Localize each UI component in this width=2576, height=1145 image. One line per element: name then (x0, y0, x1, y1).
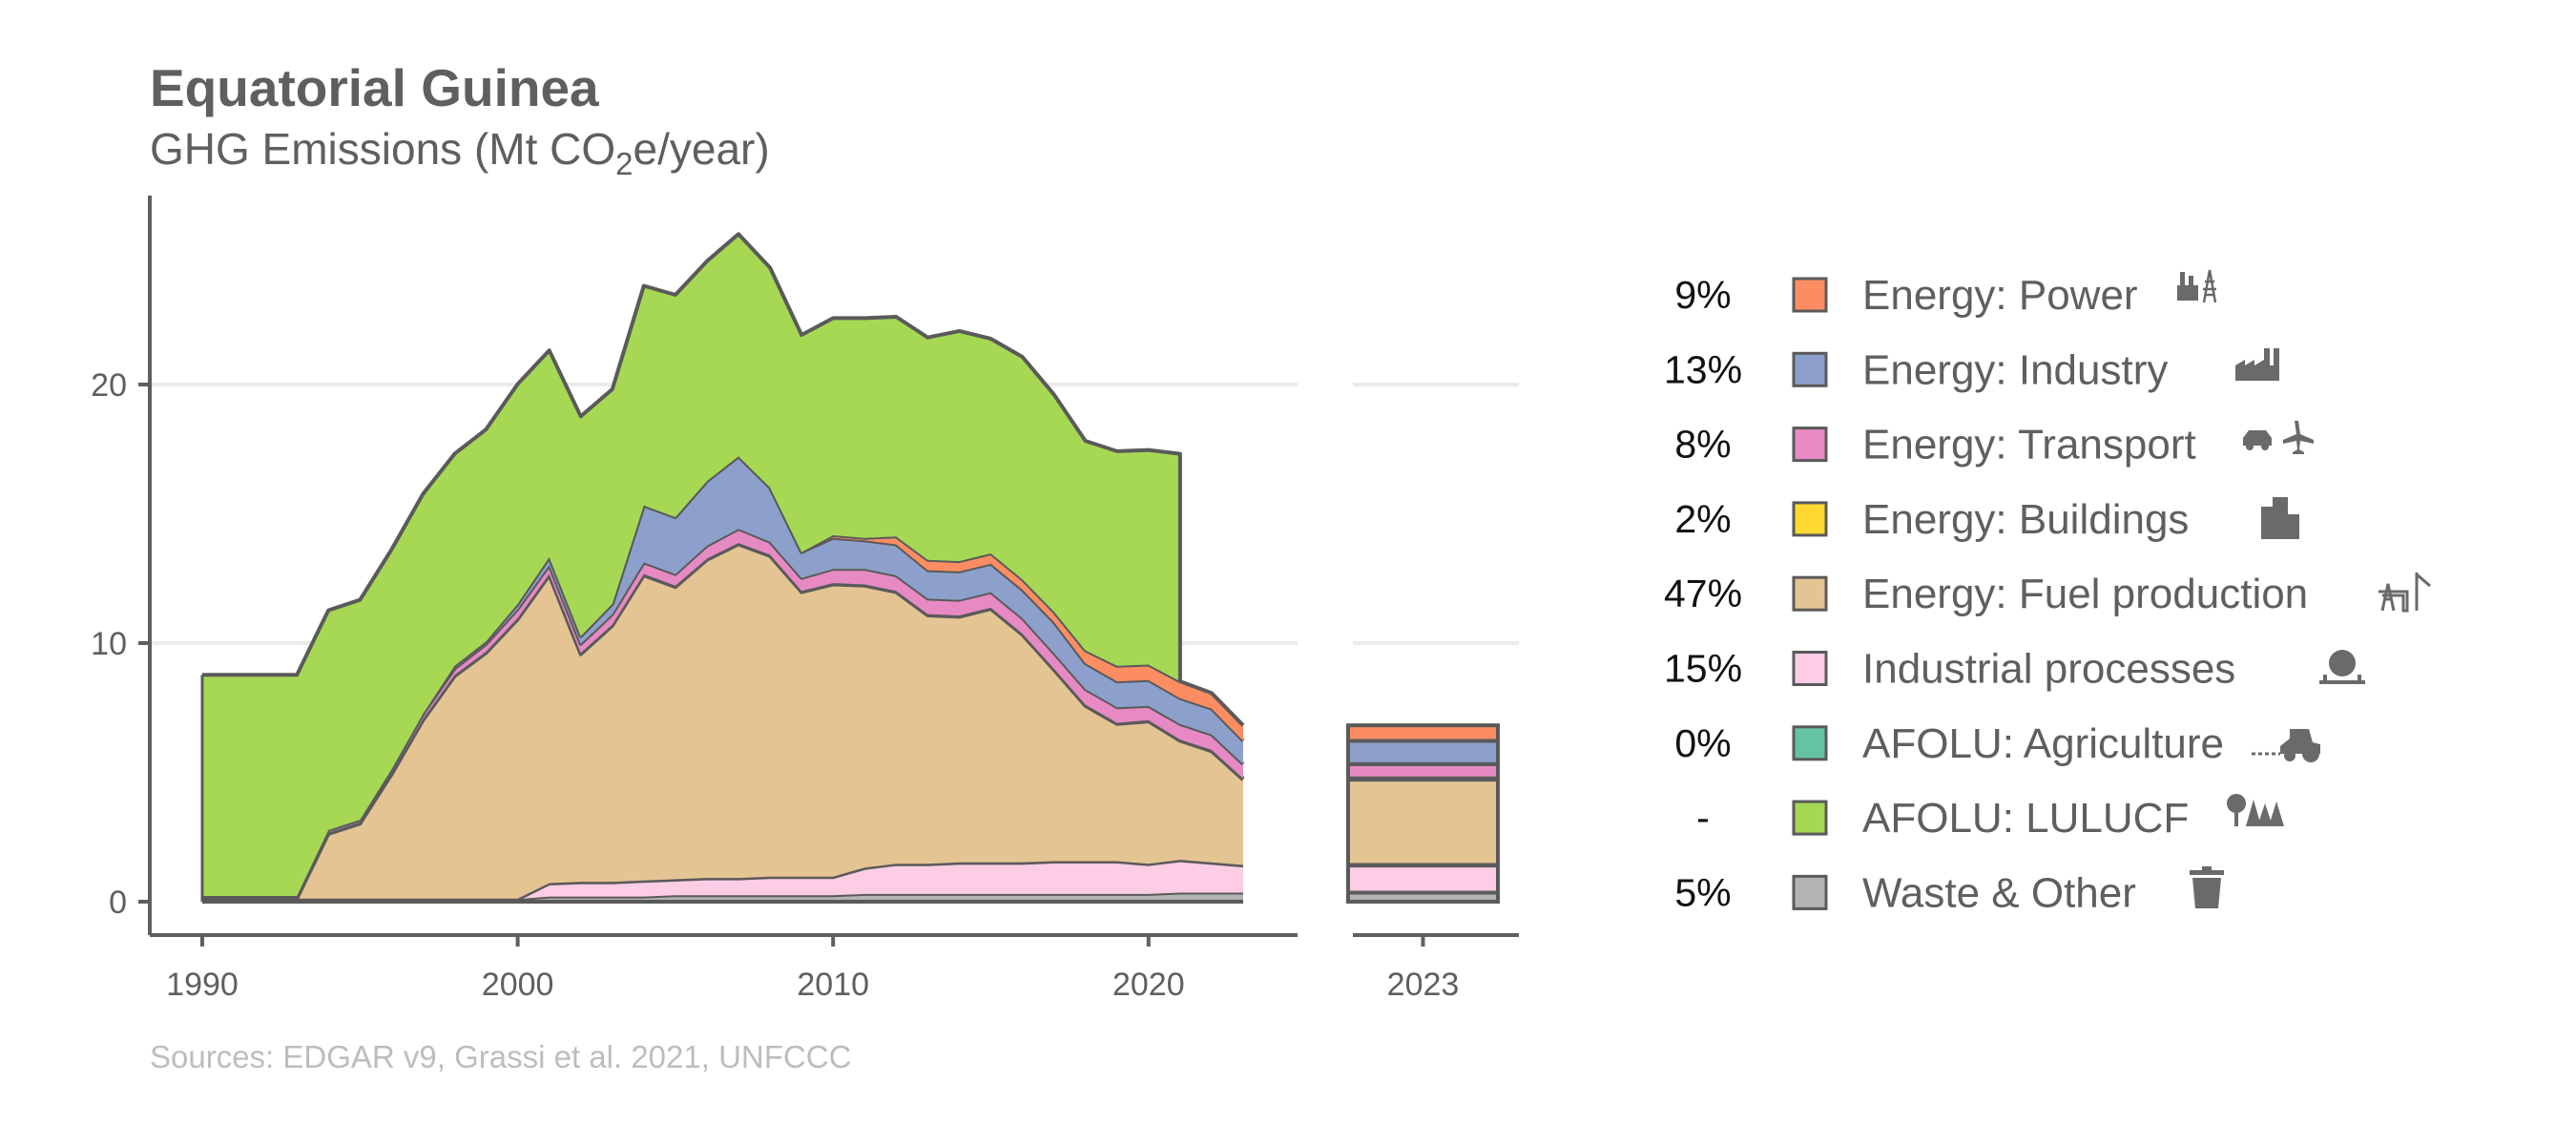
legend-item: 47% Energy: Fuel production (1664, 571, 2431, 617)
legend-swatch (1792, 575, 1828, 612)
legend-item: 13% Energy: Industry (1664, 346, 2279, 393)
legend-pct: 47% (1664, 572, 1742, 615)
cement-mixer-icon (2319, 650, 2365, 684)
area-outline-lulucf (202, 232, 1182, 682)
y-tick-label-10: 10 (91, 626, 127, 662)
x-tick-label-2000: 2000 (482, 967, 554, 1003)
source-note: Sources: EDGAR v9, Grassi et al. 2021, U… (150, 1039, 851, 1074)
legend-pct: 5% (1674, 870, 1731, 914)
chart-title: Equatorial Guinea (150, 58, 599, 117)
legend-item: 0% AFOLU: Agriculture (1674, 720, 2320, 767)
x-tick-label-bar: 2023 (1387, 967, 1460, 1003)
car-plane-icon (2243, 421, 2314, 454)
factory-icon (2235, 348, 2279, 381)
trees-icon (2227, 794, 2284, 826)
legend-pct: 15% (1664, 647, 1742, 691)
bar-segment-industry (1346, 739, 1500, 766)
legend-pct: 9% (1674, 273, 1731, 317)
chart-subtitle: GHG Emissions (Mt CO2e/year) (150, 124, 770, 181)
legend-swatch (1792, 725, 1828, 761)
x-tick-label-2010: 2010 (797, 967, 869, 1003)
legend-label: Industrial processes (1862, 646, 2235, 693)
stacked-areas (200, 232, 1245, 904)
legend-item: 8% Energy: Transport (1674, 421, 2314, 468)
legend-label: Energy: Power (1862, 272, 2138, 319)
buildings-icon (2261, 497, 2299, 539)
y-tick-label-20: 20 (91, 367, 127, 404)
trash-icon (2190, 866, 2224, 908)
tractor-icon (2252, 729, 2320, 762)
legend-swatch (1792, 427, 1828, 463)
legend-swatch (1792, 351, 1828, 387)
legend-pct: 8% (1674, 423, 1731, 467)
legend-label: Energy: Fuel production (1862, 571, 2308, 617)
legend-label: Energy: Industry (1862, 346, 2168, 393)
subtitle-prefix: GHG Emissions (Mt CO (150, 124, 615, 174)
legend-label: AFOLU: LULUCF (1862, 795, 2189, 842)
subtitle-suffix: e/year) (634, 124, 770, 174)
x-tick-label-1990: 1990 (166, 967, 239, 1003)
x-tick-label-2020: 2020 (1112, 967, 1185, 1003)
legend-swatch (1792, 277, 1828, 313)
legend-item: 9% Energy: Power (1674, 269, 2217, 319)
oil-rig-icon (2379, 572, 2431, 613)
legend-swatch (1792, 501, 1828, 537)
legend-label: AFOLU: Agriculture (1862, 720, 2224, 767)
bar-segment-transport (1346, 761, 1500, 781)
bar-segment-industrial (1346, 864, 1500, 895)
legend-label: Energy: Buildings (1862, 496, 2189, 543)
bar-2023 (1346, 723, 1500, 905)
legend-swatch (1792, 874, 1828, 910)
area-lulucf (202, 234, 1180, 897)
legend-swatch (1792, 651, 1828, 686)
legend-item: 5% Waste & Other (1674, 866, 2224, 916)
legend-pct: 0% (1674, 721, 1731, 765)
area-fuel (202, 544, 1243, 899)
bar-segment-fuel (1346, 778, 1500, 867)
legend-label: Energy: Transport (1862, 422, 2196, 468)
axes: 0 10 20 1990 2000 2010 2020 2023 (91, 196, 1519, 1003)
subtitle-subscript: 2 (615, 146, 633, 181)
legend-pct: - (1696, 796, 1710, 840)
legend-pct: 2% (1674, 497, 1731, 541)
bar-segment-power (1346, 723, 1500, 743)
y-tick-label-0: 0 (109, 885, 127, 921)
legend: 9% Energy: Power 13% Energy: Industry 8% Ener… (1664, 269, 2431, 916)
legend-item: 15% Industrial processes (1664, 646, 2365, 693)
power-plant-icon (2177, 269, 2217, 303)
legend-pct: 13% (1664, 347, 1742, 391)
legend-label: Waste & Other (1862, 869, 2136, 916)
legend-swatch (1792, 800, 1828, 836)
legend-item: - AFOLU: LULUCF (1696, 794, 2284, 842)
legend-item: 2% Energy: Buildings (1674, 496, 2299, 543)
